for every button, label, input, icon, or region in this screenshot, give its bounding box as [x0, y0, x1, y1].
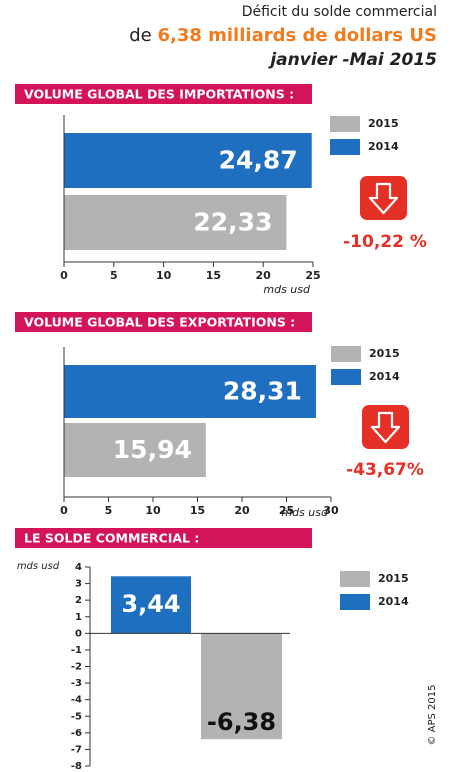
- y-tick-label: -8: [71, 761, 82, 772]
- x-tick-label: 10: [145, 504, 161, 517]
- legend-label: 2014: [378, 595, 409, 608]
- legend-swatch: [331, 369, 361, 385]
- x-tick-label: 15: [206, 269, 221, 282]
- x-tick-label: 5: [110, 269, 118, 282]
- legend-swatch: [330, 116, 360, 132]
- x-tick-label: 30: [323, 504, 339, 517]
- legend-label: 2015: [368, 117, 399, 130]
- legend-swatch: [340, 571, 370, 587]
- value-label: -6,38: [207, 708, 276, 736]
- chart-title: LE SOLDE COMMERCIAL :: [24, 531, 199, 546]
- title-band: [15, 528, 312, 548]
- legend-label: 2014: [368, 140, 399, 153]
- value-label: 24,87: [219, 146, 298, 175]
- y-tick-label: 2: [75, 595, 82, 606]
- x-tick-label: 20: [256, 269, 272, 282]
- axis-label: mds usd: [263, 283, 311, 296]
- y-tick-label: 3: [75, 579, 82, 590]
- header-highlight: 6,38 milliards de dollars US: [157, 25, 437, 46]
- value-label: 28,31: [223, 377, 302, 406]
- bar: [64, 423, 206, 477]
- x-tick-label: 25: [279, 504, 294, 517]
- bar: [201, 633, 282, 740]
- arrow-icon: [360, 176, 407, 220]
- value-label: 3,44: [121, 590, 180, 618]
- y-tick-label: -3: [71, 678, 82, 689]
- legend-swatch: [330, 139, 360, 155]
- x-tick-label: 5: [105, 504, 113, 517]
- legend-swatch: [331, 346, 361, 362]
- x-tick-label: 0: [60, 504, 68, 517]
- y-tick-label: 4: [75, 562, 82, 573]
- legend-label: 2015: [369, 347, 400, 360]
- y-tick-label: -1: [71, 645, 82, 656]
- bar: [64, 195, 287, 250]
- bar: [111, 576, 191, 634]
- y-tick-label: -2: [71, 662, 82, 673]
- title-band: [15, 84, 312, 104]
- change-annotation: -43,67%: [346, 460, 424, 480]
- header-line: Déficit du solde commercial: [242, 4, 437, 20]
- header-line: de 6,38 milliards de dollars US: [129, 25, 437, 46]
- legend-label: 2014: [369, 370, 400, 383]
- arrow-icon: [362, 405, 409, 449]
- bar: [64, 133, 312, 188]
- axis-label: mds usd: [17, 561, 60, 572]
- x-tick-label: 0: [60, 269, 68, 282]
- arrow-icon: [370, 411, 401, 444]
- change-annotation: -10,22 %: [343, 232, 427, 252]
- chart-title: VOLUME GLOBAL DES EXPORTATIONS :: [24, 315, 295, 330]
- y-tick-label: 1: [75, 612, 82, 623]
- bar: [64, 365, 316, 418]
- y-tick-label: 0: [75, 628, 82, 639]
- chart-title: VOLUME GLOBAL DES IMPORTATIONS :: [24, 87, 294, 102]
- value-label: 22,33: [193, 208, 272, 237]
- x-tick-label: 25: [305, 269, 320, 282]
- x-tick-label: 20: [234, 504, 250, 517]
- y-tick-label: -6: [71, 728, 82, 739]
- header-prefix: de: [129, 25, 152, 46]
- header-period: janvier -Mai 2015: [267, 50, 437, 70]
- value-label: 15,94: [113, 435, 192, 464]
- x-tick-label: 15: [190, 504, 205, 517]
- x-tick-label: 10: [156, 269, 172, 282]
- legend-label: 2015: [378, 572, 409, 585]
- credit: © APS 2015: [427, 684, 438, 745]
- y-tick-label: -7: [71, 744, 82, 755]
- arrow-icon: [368, 182, 399, 215]
- axis-label: mds usd: [281, 506, 329, 519]
- title-band: [15, 312, 312, 332]
- y-tick-label: -4: [71, 695, 82, 706]
- legend-swatch: [340, 594, 370, 610]
- y-tick-label: -5: [71, 711, 82, 722]
